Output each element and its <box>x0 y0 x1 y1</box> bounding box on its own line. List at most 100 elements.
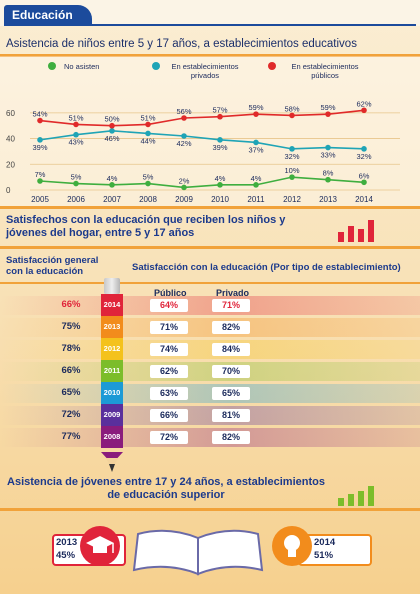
publico-value: 74% <box>150 343 188 356</box>
data-point <box>109 122 115 129</box>
data-label: 58% <box>284 104 299 113</box>
general-satisfaction-value: 65% <box>61 387 81 398</box>
x-tick-label: 2014 <box>355 195 373 204</box>
data-label: 59% <box>320 103 335 112</box>
privado-value: 81% <box>212 409 250 422</box>
legend-dot-no-asisten <box>48 62 56 70</box>
data-point <box>289 112 295 119</box>
data-point <box>217 182 223 188</box>
y-tick-label: 40 <box>6 135 15 144</box>
page-title: Educación <box>12 8 73 22</box>
data-point <box>325 144 331 151</box>
data-label: 6% <box>359 171 370 180</box>
data-label: 4% <box>215 174 226 183</box>
privado-value: 82% <box>212 431 250 444</box>
data-label: 62% <box>356 99 371 108</box>
publico-value: 71% <box>150 321 188 334</box>
line-chart: 0 20 40 60 2005 2006 2007 2008 2009 2010 2011 2012 2… <box>6 99 400 204</box>
data-point <box>109 182 115 188</box>
pencil-ferrule <box>104 278 120 294</box>
x-tick-label: 2009 <box>175 195 193 204</box>
data-label: 7% <box>35 170 46 179</box>
y-tick-label: 60 <box>6 109 15 118</box>
legend-label: En establecimientos privados <box>171 62 239 80</box>
data-label: 4% <box>251 174 262 183</box>
x-tick-label: 2012 <box>283 195 301 204</box>
data-label: 59% <box>248 103 263 112</box>
pencil-year-segment: 2010 <box>101 382 123 404</box>
data-label: 51% <box>140 113 155 122</box>
data-label: 37% <box>248 145 263 154</box>
divider <box>0 246 420 249</box>
data-label: 8% <box>323 169 334 178</box>
data-label: 39% <box>32 143 47 152</box>
x-tick-label: 2007 <box>103 195 121 204</box>
data-label: 32% <box>356 152 371 161</box>
pencil-year-segment: 2009 <box>101 404 123 426</box>
data-point <box>289 174 295 180</box>
publico-value: 62% <box>150 365 188 378</box>
x-tick-label: 2005 <box>31 195 49 204</box>
x-tick-label: 2006 <box>67 195 85 204</box>
data-point <box>253 139 259 146</box>
general-satisfaction-value: 78% <box>61 343 81 354</box>
data-point <box>145 130 151 137</box>
header-underline <box>4 24 416 26</box>
pencil-year-segment: 2014 <box>101 294 123 316</box>
data-point <box>253 182 259 188</box>
general-satisfaction-value: 66% <box>61 299 81 310</box>
col-publico: Público <box>154 288 187 298</box>
divider <box>0 508 420 511</box>
data-label: 4% <box>107 174 118 183</box>
open-book-icon <box>132 529 264 576</box>
x-tick-label: 2008 <box>139 195 157 204</box>
data-point <box>217 137 223 143</box>
data-point <box>73 180 79 187</box>
data-point <box>145 121 151 128</box>
general-satisfaction-label: Satisfacción general con la educación <box>6 255 99 277</box>
pencil-tip-icon <box>101 452 123 472</box>
general-satisfaction-value: 77% <box>61 431 81 442</box>
data-point <box>73 121 79 128</box>
legend-dot-publicos <box>268 62 276 70</box>
section-tab: Educación <box>4 5 92 25</box>
series-line <box>39 109 365 127</box>
data-label: 33% <box>320 151 335 160</box>
type-satisfaction-label: Satisfacción con la educación (Por tipo … <box>132 262 401 273</box>
publico-value: 63% <box>150 387 188 400</box>
stat-year: 2013 <box>56 537 78 548</box>
privado-value: 84% <box>212 343 250 356</box>
data-point <box>145 180 151 187</box>
x-tick-label: 2010 <box>211 195 229 204</box>
publico-value: 66% <box>150 409 188 422</box>
data-point <box>37 178 43 184</box>
data-label: 5% <box>71 173 82 182</box>
divider <box>0 206 420 209</box>
section-title: Satisfechos con la educación que reciben… <box>6 214 286 239</box>
data-label: 54% <box>32 110 47 119</box>
divider <box>0 54 420 57</box>
legend-label: En establecimientos públicos <box>291 62 359 80</box>
series-line <box>39 176 365 189</box>
legend-dot-privados <box>152 62 160 70</box>
data-label: 42% <box>176 139 191 148</box>
data-point <box>217 113 223 120</box>
data-point <box>325 176 331 183</box>
light-bulb-icon <box>272 526 312 566</box>
stat-year: 2014 <box>314 537 336 548</box>
legend-label: No asisten <box>64 62 100 71</box>
publico-value: 72% <box>150 431 188 444</box>
general-satisfaction-value: 72% <box>61 409 81 420</box>
publico-value: 64% <box>150 299 188 312</box>
y-tick-label: 0 <box>6 186 11 195</box>
y-tick-label: 20 <box>6 160 15 169</box>
data-label: 32% <box>284 152 299 161</box>
privado-value: 70% <box>212 365 250 378</box>
data-label: 57% <box>212 106 227 115</box>
data-label: 51% <box>68 113 83 122</box>
data-label: 50% <box>104 115 119 124</box>
data-label: 5% <box>143 173 154 182</box>
bar-chart-icon <box>338 220 374 242</box>
general-satisfaction-value: 75% <box>61 321 81 332</box>
data-label: 39% <box>212 143 227 152</box>
